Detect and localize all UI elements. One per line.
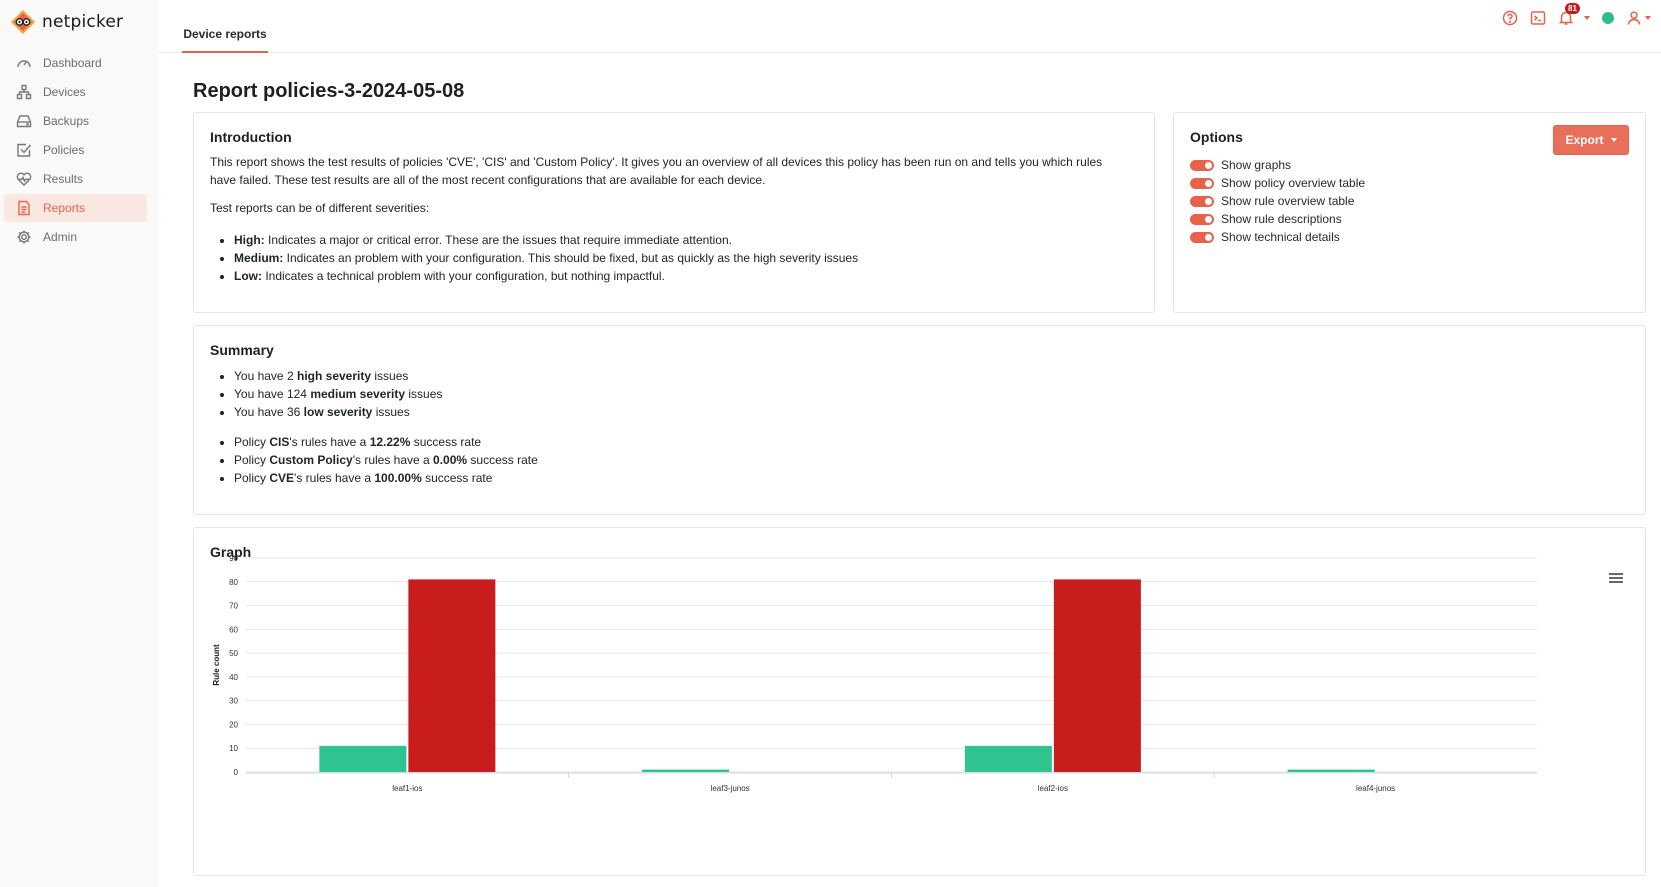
y-tick-label: 90	[229, 554, 238, 563]
toggle-switch[interactable]	[1190, 177, 1214, 189]
sidebar-item-label: Results	[43, 172, 84, 186]
policy-rate-list: Policy CIS's rules have a 12.22% success…	[234, 433, 538, 487]
options-title: Options	[1190, 129, 1243, 145]
bar	[1287, 769, 1375, 772]
gear-icon	[16, 229, 32, 245]
y-tick-label: 10	[229, 744, 238, 753]
help-icon[interactable]	[1502, 10, 1518, 26]
y-tick-label: 50	[229, 649, 238, 658]
issue-list: You have 2 high severity issues You have…	[234, 367, 442, 421]
app-logo[interactable]: netpicker	[10, 9, 123, 35]
toggle-switch[interactable]	[1190, 159, 1214, 171]
sidebar-item-devices[interactable]: Devices	[4, 78, 147, 106]
sidebar-item-reports[interactable]: Reports	[4, 194, 147, 222]
bar	[642, 769, 730, 772]
sidebar-item-label: Devices	[43, 85, 86, 99]
x-tick-label: leaf3-junos	[711, 784, 750, 793]
y-tick-label: 80	[229, 578, 238, 587]
sidebar-item-label: Reports	[43, 201, 86, 215]
sidebar: netpicker Dashboard Devices Backups Poli…	[0, 0, 158, 887]
list-item: Medium: Indicates an problem with your c…	[234, 249, 858, 267]
x-tick-label: leaf4-junos	[1356, 784, 1395, 793]
network-icon	[16, 84, 32, 100]
sidebar-item-dashboard[interactable]: Dashboard	[4, 49, 147, 77]
y-tick-label: 20	[229, 720, 238, 729]
chevron-down-icon	[1610, 138, 1617, 142]
graph-card: Graph 0 10 20 30 40 50 60 70 80 90 Rule count leaf1…	[193, 527, 1646, 876]
sidebar-item-label: Policies	[43, 143, 85, 157]
app-name: netpicker	[42, 12, 124, 32]
list-item: Policy Custom Policy's rules have a 0.00…	[234, 451, 538, 469]
sidebar-nav: Dashboard Devices Backups Policies Resul…	[4, 49, 147, 252]
document-icon	[16, 200, 32, 216]
option-show-graphs: Show graphs	[1190, 156, 1365, 174]
list-item: Low: Indicates a technical problem with …	[234, 267, 858, 285]
option-show-policy-overview-table: Show policy overview table	[1190, 174, 1365, 192]
list-item: You have 124 medium severity issues	[234, 385, 442, 403]
list-item: Policy CVE's rules have a 100.00% succes…	[234, 469, 538, 487]
graph-title: Graph	[210, 544, 252, 560]
sidebar-item-label: Backups	[43, 114, 90, 128]
summary-title: Summary	[210, 342, 274, 358]
y-tick-label: 30	[229, 697, 238, 706]
sidebar-item-label: Dashboard	[43, 56, 102, 70]
option-show-technical-details: Show technical details	[1190, 228, 1365, 246]
bar	[1053, 579, 1141, 772]
list-item: Policy CIS's rules have a 12.22% success…	[234, 433, 538, 451]
netpicker-logo-icon	[11, 10, 35, 34]
list-item: You have 36 low severity issues	[234, 403, 442, 421]
introduction-card: Introduction This report shows the test …	[193, 112, 1155, 313]
x-tick-label: leaf1-ios	[392, 784, 422, 793]
option-show-rule-overview-table: Show rule overview table	[1190, 192, 1365, 210]
bar	[319, 745, 407, 772]
x-tick-label: leaf2-ios	[1038, 784, 1068, 793]
heartbeat-icon	[16, 171, 32, 187]
introduction-title: Introduction	[210, 129, 292, 145]
y-axis-label: Rule count	[212, 644, 221, 686]
terminal-icon[interactable]	[1530, 10, 1546, 26]
severities-intro: Test reports can be of different severit…	[210, 201, 430, 215]
notification-badge: 81	[1565, 3, 1580, 14]
list-item: You have 2 high severity issues	[234, 367, 442, 385]
option-show-rule-descriptions: Show rule descriptions	[1190, 210, 1365, 228]
severity-list: High: Indicates a major or critical erro…	[234, 231, 858, 285]
y-tick-label: 40	[229, 673, 238, 682]
toggle-switch[interactable]	[1190, 231, 1214, 243]
sidebar-item-results[interactable]: Results	[4, 165, 147, 193]
bell-icon[interactable]: 81	[1558, 3, 1580, 26]
toggle-switch[interactable]	[1190, 195, 1214, 207]
y-tick-label: 70	[229, 602, 238, 611]
chevron-down-icon[interactable]	[1584, 16, 1590, 20]
hard-drive-icon	[16, 113, 32, 129]
list-item: High: Indicates a major or critical erro…	[234, 231, 858, 249]
user-icon[interactable]	[1626, 10, 1642, 26]
hamburger-menu-icon[interactable]	[1609, 573, 1623, 585]
y-tick-label: 0	[234, 768, 239, 777]
sidebar-item-policies[interactable]: Policies	[4, 136, 147, 164]
sidebar-item-backups[interactable]: Backups	[4, 107, 147, 135]
bar	[408, 579, 496, 772]
gauge-icon	[16, 55, 32, 71]
page-title: Report policies-3-2024-05-08	[193, 80, 465, 102]
top-bar: Device reports 81	[158, 0, 1661, 53]
sidebar-item-admin[interactable]: Admin	[4, 223, 147, 251]
options-card: Options Export Show graphs Show policy o…	[1173, 112, 1646, 313]
chevron-down-icon[interactable]	[1645, 16, 1651, 20]
introduction-text: This report shows the test results of po…	[210, 155, 1103, 187]
status-indicator	[1602, 12, 1614, 24]
tab-device-reports[interactable]: Device reports	[182, 24, 268, 53]
summary-card: Summary You have 2 high severity issues …	[193, 325, 1646, 515]
export-button[interactable]: Export	[1553, 125, 1629, 155]
y-tick-label: 60	[229, 625, 238, 634]
toggle-switch[interactable]	[1190, 213, 1214, 225]
bar-chart: 0 10 20 30 40 50 60 70 80 90 Rule count leaf1-ios le…	[212, 554, 1537, 793]
checklist-icon	[16, 142, 32, 158]
bar	[964, 745, 1052, 772]
sidebar-item-label: Admin	[43, 230, 78, 244]
options-list: Show graphs Show policy overview table S…	[1190, 156, 1365, 246]
top-icons: 81	[1490, 3, 1651, 29]
